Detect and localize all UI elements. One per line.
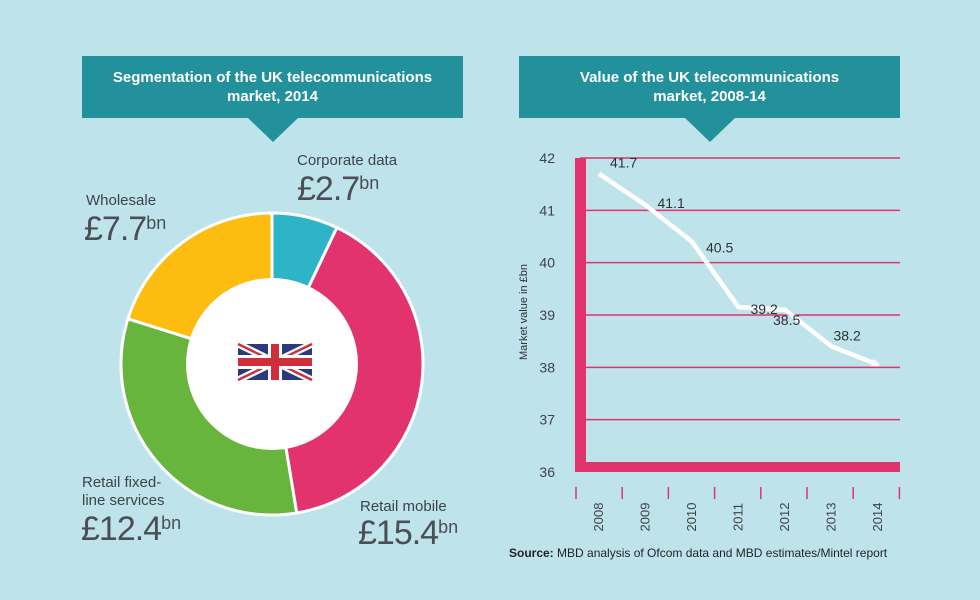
banner-pointer [247,118,298,142]
wholesale-label: Wholesale [86,192,157,209]
source-text: MBD analysis of Ofcom data and MBD estim… [553,546,888,560]
banner-pointer [684,118,735,142]
retail-fixed-label-line1: Retail fixed- [82,474,162,491]
market-value-title-banner: Value of the UK telecommunications marke… [519,56,900,142]
segmentation-title-line2: market, 2014 [227,88,318,105]
wholesale-unit: bn [146,213,167,233]
corporate-data-label: Corporate data [297,152,398,169]
retail-fixed-label: Retail fixed- line services [82,474,165,510]
market-value-title-line1: Value of the UK telecommunications [579,69,840,86]
market-value-title-line2: market, 2008-14 [653,88,766,105]
retail-fixed-label-line2: line services [82,492,165,509]
retail-fixed-value: £12.4bn [81,510,182,548]
source-label: Source: [509,546,554,560]
source-note: Source: MBD analysis of Ofcom data and M… [509,546,887,560]
retail-fixed-unit: bn [161,513,182,533]
corporate-data-unit: bn [359,173,380,193]
uk-flag-icon [236,340,314,384]
retail-mobile-label: Retail mobile [360,498,447,515]
segmentation-title-banner: Segmentation of the UK telecommunication… [82,56,463,142]
retail-mobile-value: £15.4bn [358,514,459,552]
corporate-data-value: £2.7bn [297,170,380,208]
wholesale-value: £7.7bn [84,210,167,248]
retail-mobile-unit: bn [438,517,459,537]
segmentation-title-line1: Segmentation of the UK telecommunication… [112,69,433,86]
